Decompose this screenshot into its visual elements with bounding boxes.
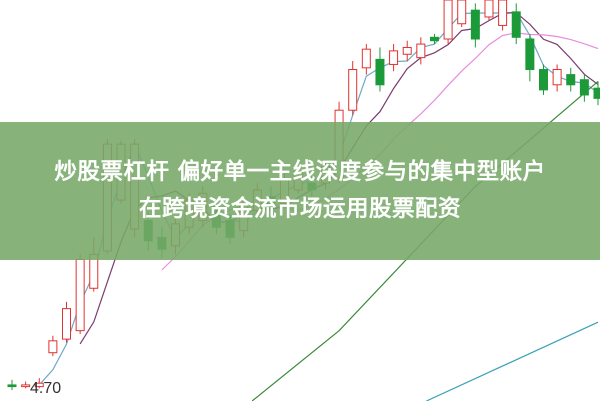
candle-up [75,258,85,332]
candle-up [62,308,72,340]
candle-down [375,58,385,86]
price-label: 4.70 [30,380,62,397]
candle-up [484,0,494,18]
candle-up [498,0,508,26]
ma-long2-line [426,321,599,401]
candle-up [361,48,371,69]
candle-up [416,43,426,59]
headline-banner: 炒股票杠杆 偏好单一主线深度参与的集中型账户 在跨境资金流市场运用股票配资 [0,122,600,260]
candle-up [389,50,399,65]
candle-down [511,11,521,38]
candle-down [566,74,576,86]
candle-up [348,69,358,111]
candle-down [7,384,17,388]
candle-up [48,340,58,354]
candle-down [593,87,600,99]
headline-line-2: 在跨境资金流市场运用股票配资 [138,196,461,222]
candle-up [402,46,412,55]
candle-down [470,9,480,40]
candle-up [443,0,453,40]
candle-down [429,36,439,42]
candle-down [579,79,589,96]
candle-up [457,0,467,25]
candle-down [525,38,535,71]
candle-down [538,69,548,91]
candle-up [34,382,44,388]
candle-up [552,69,562,86]
headline-line-1: 炒股票杠杆 偏好单一主线深度参与的集中型账户 [54,159,546,185]
candle-up [21,384,31,388]
